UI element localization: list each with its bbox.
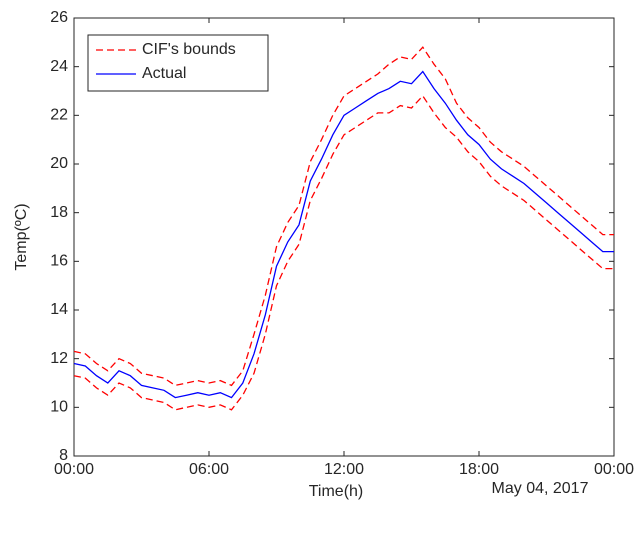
y-axis-label: Temp(ºC) — [13, 203, 30, 270]
x-axis-label: Time(h) — [309, 483, 364, 500]
x-tick-label: 18:00 — [459, 461, 499, 478]
y-tick-label: 18 — [50, 204, 68, 221]
x-tick-label: 06:00 — [189, 461, 229, 478]
y-tick-label: 26 — [50, 9, 68, 26]
series-line — [73, 94, 614, 411]
legend-box — [87, 34, 269, 92]
legend-label: Actual — [142, 65, 186, 82]
y-tick-label: 22 — [50, 107, 68, 124]
x-tick-label: 00:00 — [594, 461, 634, 478]
x-tick-label: 00:00 — [54, 461, 94, 478]
date-label: May 04, 2017 — [492, 480, 589, 497]
legend-label: CIF's bounds — [142, 41, 236, 58]
y-tick-label: 14 — [50, 301, 68, 318]
y-tick-label: 16 — [50, 253, 68, 270]
y-tick-label: 24 — [50, 58, 68, 75]
x-tick-label: 12:00 — [324, 461, 364, 478]
y-tick-label: 20 — [50, 155, 68, 172]
y-tick-label: 12 — [50, 350, 68, 367]
y-tick-label: 8 — [59, 447, 68, 464]
y-tick-label: 10 — [50, 399, 68, 416]
series-line — [73, 70, 614, 399]
